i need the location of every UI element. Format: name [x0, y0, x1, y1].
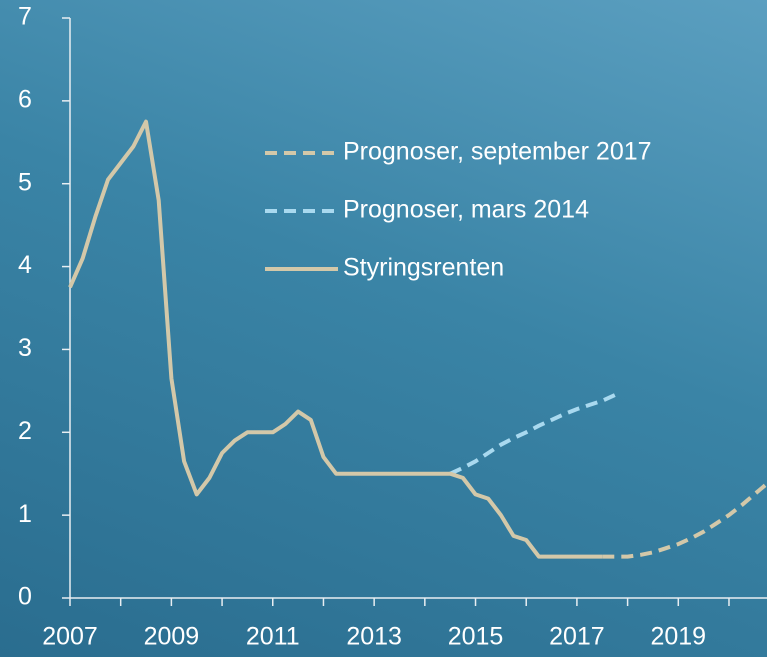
y-tick-label: 6 [18, 85, 32, 113]
legend-label: Prognoser, mars 2014 [343, 196, 589, 224]
x-tick-label: 2017 [549, 623, 605, 651]
y-tick-label: 1 [18, 500, 32, 528]
x-tick-label: 2007 [42, 623, 98, 651]
series-line [449, 393, 616, 476]
y-tick-label: 5 [18, 168, 32, 196]
legend-label: Prognoser, september 2017 [343, 138, 652, 166]
series-line [68, 119, 603, 559]
y-tick-label: 0 [18, 583, 32, 611]
x-tick-label: 2011 [246, 623, 300, 651]
y-tick-label: 3 [18, 334, 32, 362]
x-tick-label: 2019 [650, 623, 706, 651]
series-line [602, 482, 767, 559]
y-tick-label: 7 [18, 3, 32, 31]
y-tick-label: 2 [18, 417, 32, 445]
x-tick-label: 2009 [144, 623, 200, 651]
legend-label: Styringsrenten [343, 254, 504, 282]
x-tick-label: 2013 [346, 623, 402, 651]
y-tick-label: 4 [18, 251, 32, 279]
x-tick-label: 2015 [448, 623, 504, 651]
